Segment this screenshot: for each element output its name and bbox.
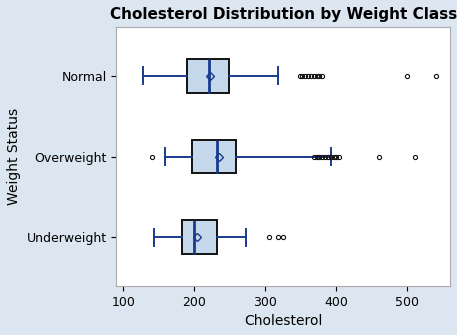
PathPatch shape bbox=[182, 220, 217, 254]
X-axis label: Cholesterol: Cholesterol bbox=[244, 314, 322, 328]
PathPatch shape bbox=[191, 140, 236, 174]
Title: Cholesterol Distribution by Weight Class: Cholesterol Distribution by Weight Class bbox=[110, 7, 457, 22]
PathPatch shape bbox=[187, 59, 228, 93]
Y-axis label: Weight Status: Weight Status bbox=[7, 108, 21, 205]
